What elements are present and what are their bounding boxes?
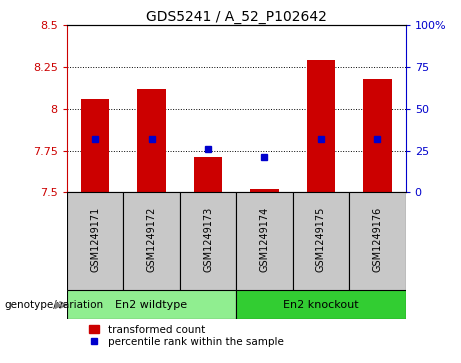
Bar (363, 79, 391, 192)
Bar (123, 192, 180, 290)
Bar (293, 192, 349, 290)
Legend: transformed count, percentile rank within the sample: transformed count, percentile rank withi… (89, 325, 284, 347)
Bar (67, 290, 236, 319)
Bar (137, 89, 165, 192)
Bar (236, 192, 293, 290)
Bar (194, 157, 222, 192)
Text: GSM1249171: GSM1249171 (90, 207, 100, 272)
Text: GSM1249172: GSM1249172 (147, 207, 157, 272)
Text: GSM1249173: GSM1249173 (203, 207, 213, 272)
Text: En2 knockout: En2 knockout (283, 300, 359, 310)
Text: GSM1249174: GSM1249174 (260, 207, 270, 272)
Bar (250, 189, 278, 192)
Text: En2 wildtype: En2 wildtype (116, 300, 188, 310)
Text: genotype/variation: genotype/variation (5, 300, 104, 310)
Bar (349, 192, 406, 290)
Bar (236, 290, 406, 319)
Bar (180, 192, 236, 290)
Bar (81, 99, 109, 192)
Text: GSM1249176: GSM1249176 (372, 207, 383, 272)
Bar (307, 61, 335, 192)
Text: ▶: ▶ (55, 300, 62, 310)
Title: GDS5241 / A_52_P102642: GDS5241 / A_52_P102642 (146, 11, 327, 24)
Text: GSM1249175: GSM1249175 (316, 207, 326, 272)
Bar (67, 192, 123, 290)
